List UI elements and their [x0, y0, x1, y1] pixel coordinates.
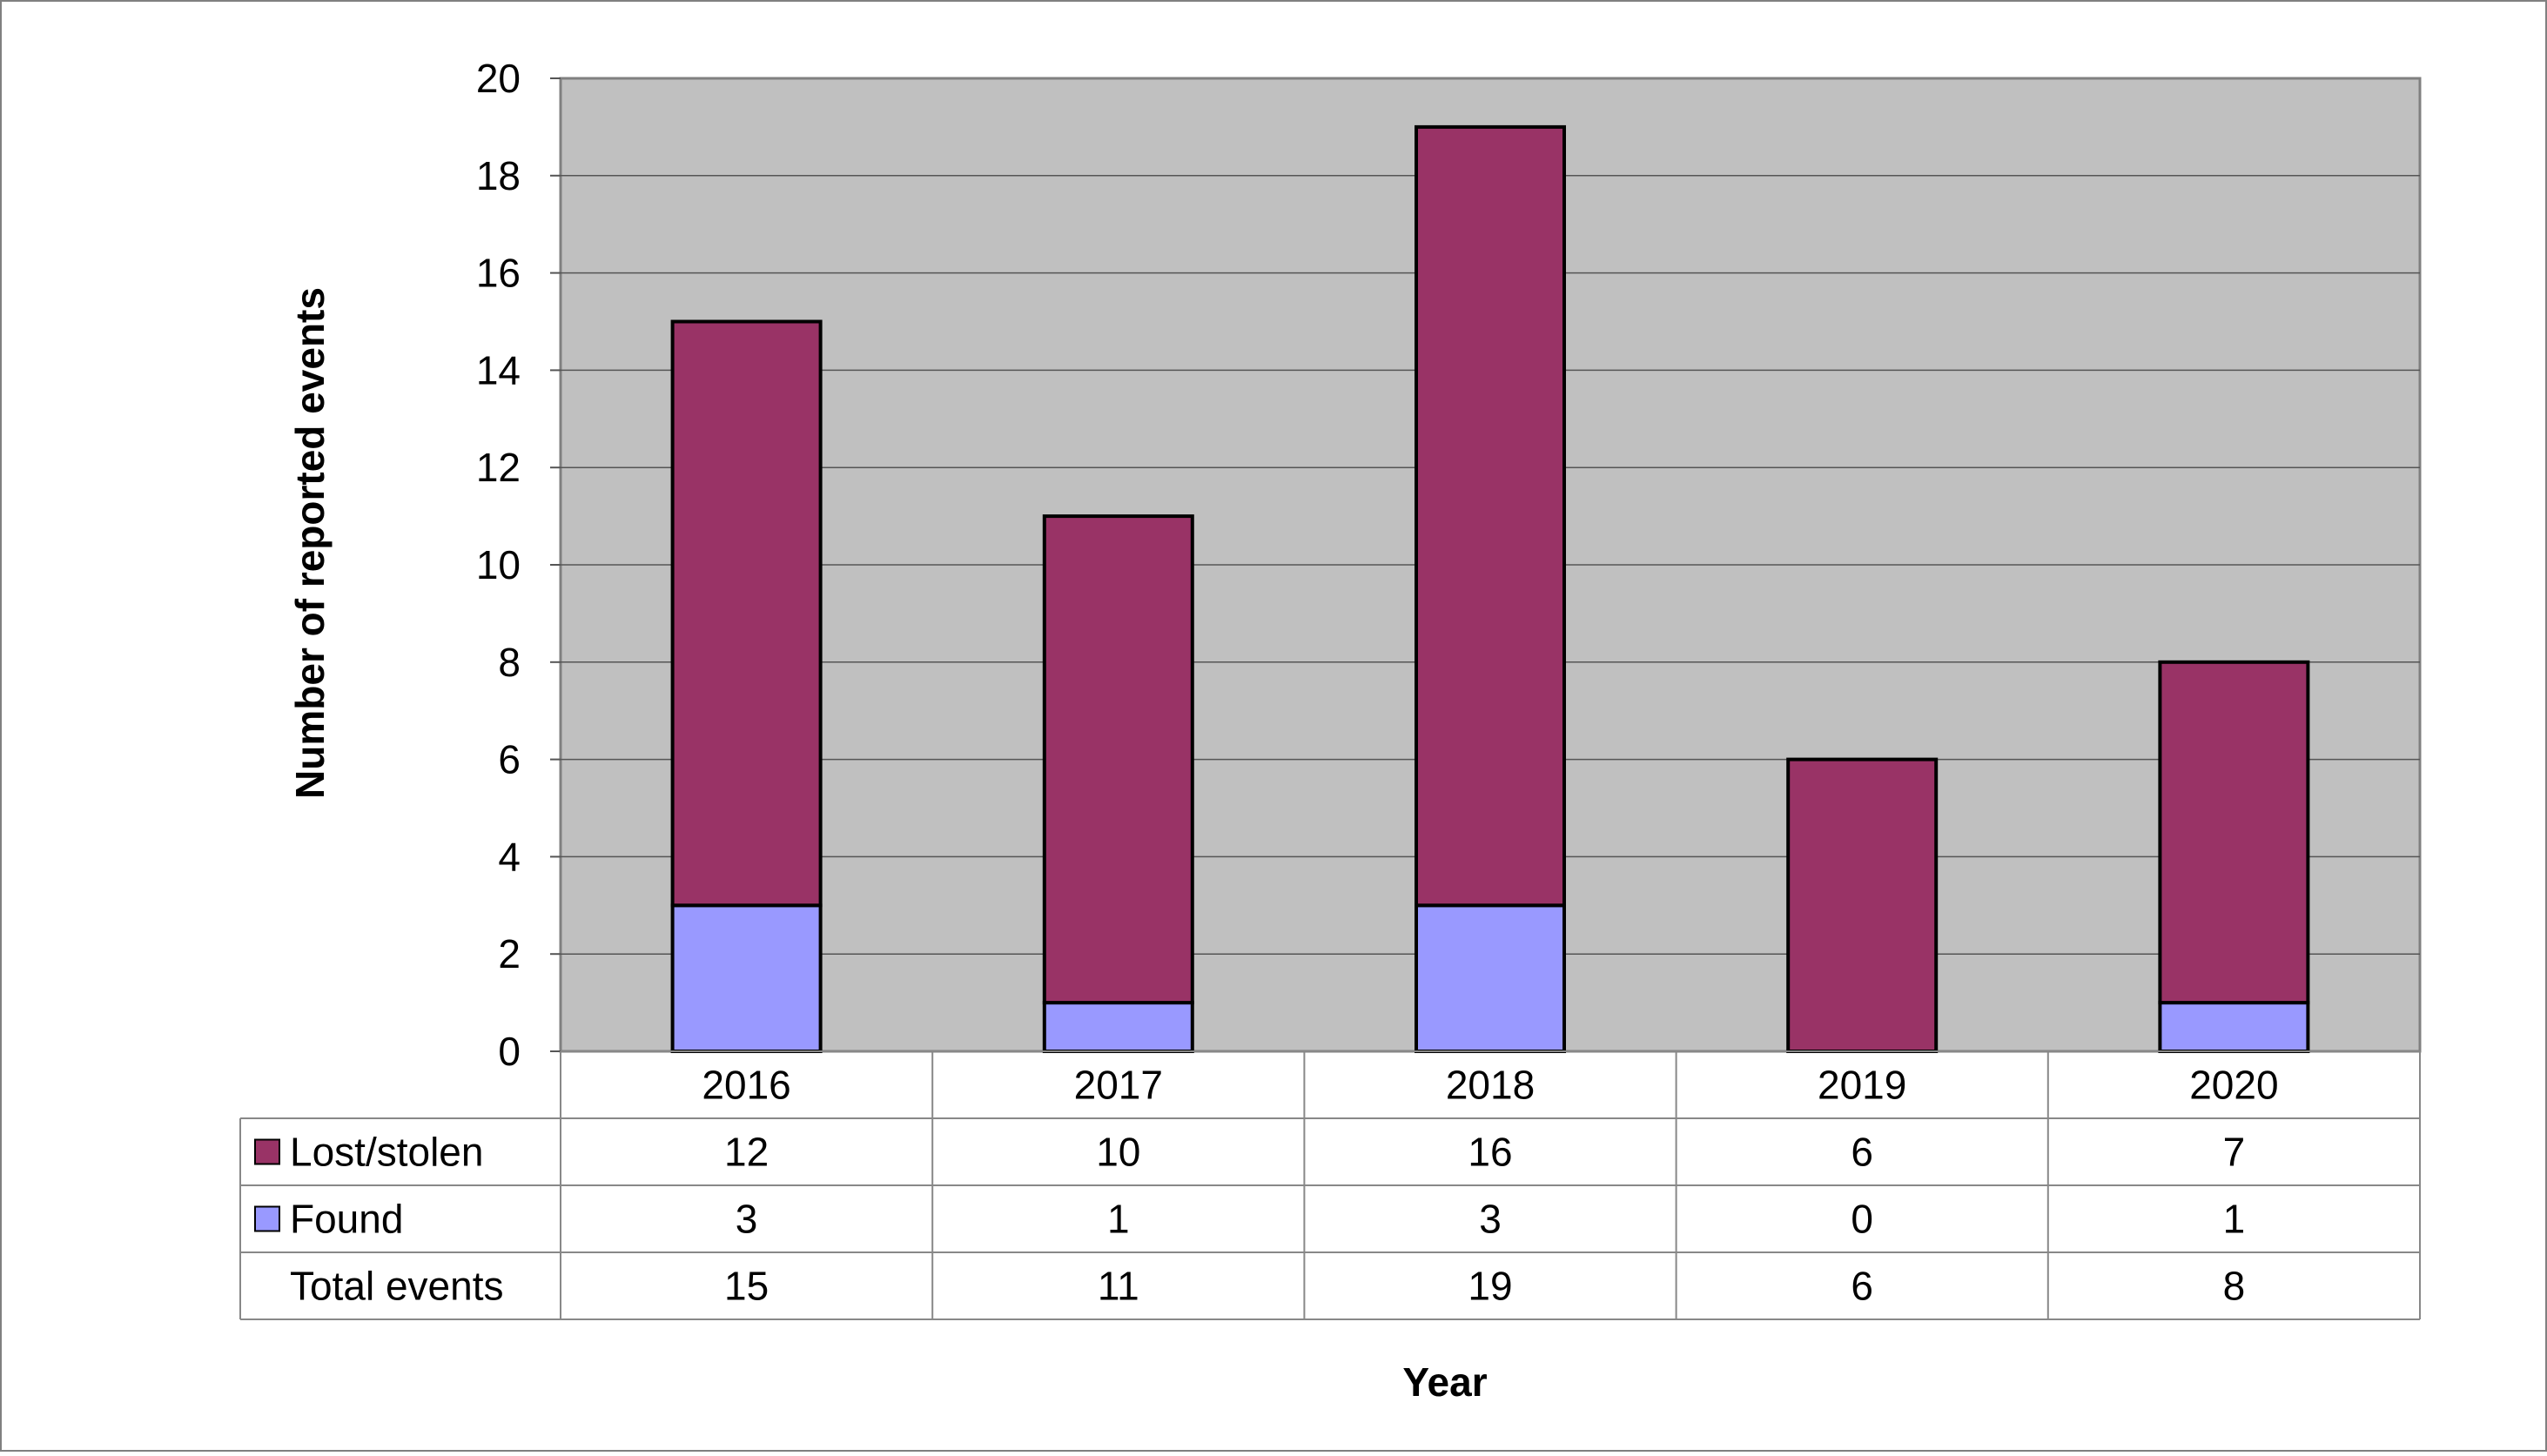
table-cell: 11 — [1098, 1264, 1139, 1309]
y-tick-label: 6 — [498, 737, 521, 782]
table-cell: 6 — [1851, 1264, 1873, 1309]
table-cell: 6 — [1851, 1130, 1873, 1175]
table-cell: 12 — [724, 1130, 769, 1175]
legend-key — [254, 1138, 280, 1165]
table-cell: 0 — [1851, 1197, 1873, 1242]
table-cell: 16 — [1468, 1130, 1512, 1175]
bar-lost-stolen — [2158, 660, 2310, 1005]
y-tick-label: 0 — [498, 1029, 521, 1074]
table-cell: 3 — [736, 1197, 758, 1242]
table-row-label: Total events — [290, 1264, 503, 1309]
x-axis-label: Year — [1402, 1359, 1487, 1405]
x-tick-label: 2019 — [1818, 1063, 1906, 1108]
bar-found — [1042, 1001, 1194, 1053]
table-row-label: Lost/stolen — [290, 1130, 483, 1175]
table-cell: 3 — [1479, 1197, 1502, 1242]
y-tick-label: 8 — [498, 640, 521, 685]
x-tick-label: 2018 — [1446, 1063, 1535, 1108]
legend-key — [254, 1205, 280, 1232]
bar-lost-stolen — [1042, 514, 1194, 1005]
bar-lost-stolen — [1786, 757, 1939, 1053]
x-tick-label: 2020 — [2189, 1063, 2278, 1108]
y-tick-label: 18 — [476, 153, 521, 198]
table-cell: 10 — [1096, 1130, 1140, 1175]
y-tick-label: 2 — [498, 931, 521, 976]
y-tick-label: 12 — [476, 445, 521, 490]
table-cell: 8 — [2223, 1264, 2246, 1309]
bars — [670, 124, 2310, 1054]
bar-found — [670, 903, 823, 1054]
table-cell: 1 — [1107, 1197, 1130, 1242]
y-tick-label: 20 — [476, 56, 521, 101]
x-tick-label: 2017 — [1074, 1063, 1163, 1108]
table-cell: 19 — [1468, 1264, 1512, 1309]
y-tick-label: 4 — [498, 834, 521, 879]
y-axis-label: Number of reported events — [287, 287, 333, 799]
bar-found — [2158, 1001, 2310, 1053]
x-tick-label: 2016 — [702, 1063, 790, 1108]
bar-found — [1415, 903, 1566, 1054]
y-axis-ticks: 0 2 4 6 8 10 12 14 16 18 20 — [476, 56, 561, 1074]
table-cell: 7 — [2223, 1130, 2246, 1175]
y-tick-label: 16 — [476, 251, 521, 296]
bar-lost-stolen — [670, 319, 823, 908]
table-cell: 1 — [2223, 1197, 2246, 1242]
y-tick-label: 14 — [476, 347, 521, 393]
y-tick-label: 10 — [476, 542, 521, 587]
bar-lost-stolen — [1415, 124, 1566, 908]
table-row-label: Found — [290, 1197, 403, 1242]
table-cell: 15 — [724, 1264, 769, 1309]
